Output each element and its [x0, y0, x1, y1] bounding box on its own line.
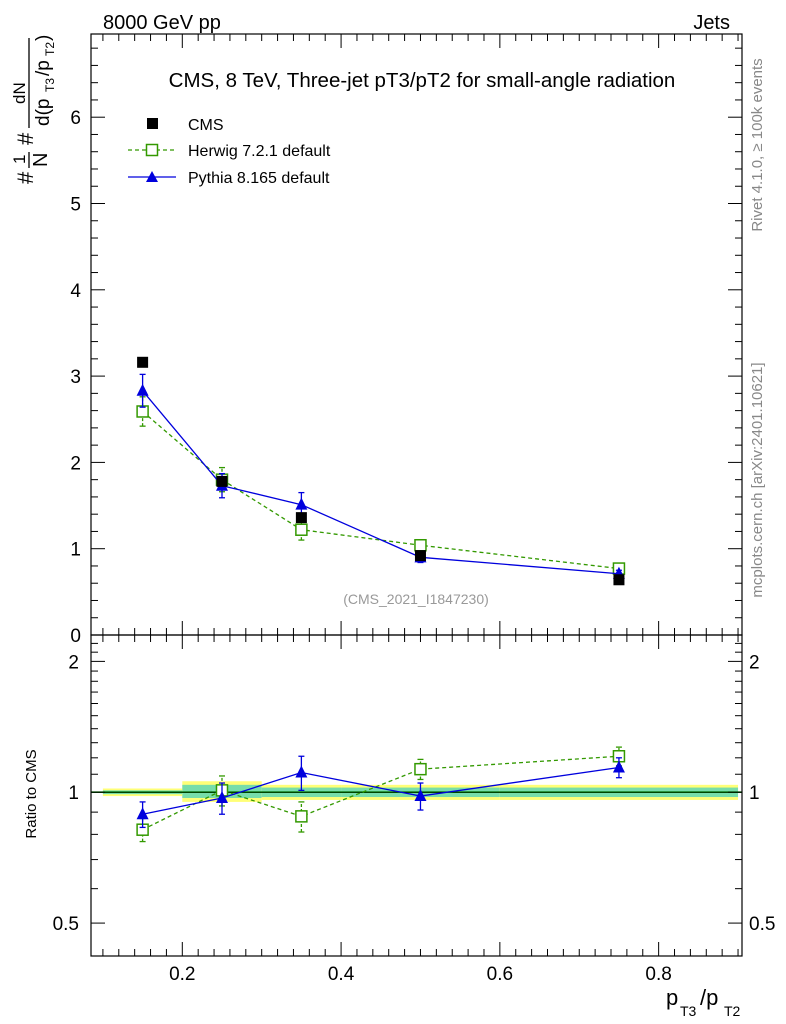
- ylabel-one: 1: [10, 155, 29, 164]
- main-data-point: [295, 497, 308, 510]
- main-y-tick-label: 6: [70, 108, 81, 129]
- ratio-y-tick-label: 0.5: [53, 914, 79, 935]
- mcplots-credit-label: mcplots.cern.ch [arXiv:2401.10621]: [749, 362, 766, 597]
- ylabel-hash-2: #: [13, 132, 38, 145]
- main-data-point: [414, 538, 427, 552]
- ratio-y-tick-label: 1: [68, 783, 79, 804]
- ylabel-slash-p: /p: [33, 60, 54, 76]
- xlabel-p: p: [666, 985, 678, 1010]
- x-tick-label: 0.6: [487, 964, 513, 985]
- main-y-tick-label: 3: [70, 367, 81, 388]
- xlabel-t3: T3: [680, 1003, 697, 1019]
- main-data-point: [295, 523, 308, 536]
- ratio-panel: 0.5 0.5 1 1 2 2 0.2 0.4 0.6 0.8 Ratio to CMS p T3…: [23, 634, 775, 1019]
- main-series-layer: [136, 356, 626, 586]
- main-y-tick-label: 4: [70, 281, 81, 302]
- x-tick-label: 0.8: [645, 964, 671, 985]
- main-data-point: [137, 356, 149, 368]
- header-category-label: Jets: [693, 12, 730, 34]
- legend-pythia-label: Pythia 8.165 default: [188, 170, 330, 187]
- ylabel-t2: T2: [43, 42, 57, 56]
- ratio-y-tick-label-right: 0.5: [749, 914, 775, 935]
- main-pythia-series: [136, 373, 625, 579]
- x-tick-label: 0.2: [169, 964, 195, 985]
- ratio-y-tick-label-right: 1: [749, 783, 760, 804]
- main-data-point: [414, 550, 426, 562]
- ylabel-dp: d(p: [33, 99, 54, 126]
- x-axis-label: p T3 /p T2: [666, 985, 741, 1019]
- xlabel-slash-p: /p: [700, 985, 718, 1010]
- analysis-id-label: (CMS_2021_I1847230): [343, 591, 489, 607]
- ratio-data-point: [295, 810, 308, 823]
- ratio-series-layer: [136, 746, 626, 843]
- xlabel-t2: T2: [724, 1003, 741, 1019]
- ylabel-t3: T3: [43, 78, 57, 92]
- legend-cms-label: CMS: [188, 117, 224, 134]
- ratio-data-point: [295, 765, 308, 778]
- main-y-tick-label: 2: [70, 453, 81, 474]
- ylabel-close-paren: ): [33, 35, 54, 41]
- main-y-tick-label: 5: [70, 195, 81, 216]
- x-tick-label: 0.4: [328, 964, 355, 985]
- legend-herwig-marker: [145, 143, 159, 157]
- main-data-point: [295, 512, 307, 524]
- ylabel-dn: dN: [10, 82, 29, 104]
- legend: CMS Herwig 7.2.1 default Pythia 8.165 de…: [128, 117, 331, 187]
- ylabel-n: N: [30, 153, 52, 167]
- ylabel-hash-1: #: [13, 171, 38, 184]
- header-energy-label: 8000 GeV pp: [103, 12, 221, 34]
- main-series-line: [142, 390, 619, 575]
- main-cms-series: [137, 356, 625, 586]
- legend-cms-marker: [147, 118, 158, 129]
- ratio-y-tick-label: 2: [68, 652, 79, 673]
- main-series-line: [142, 410, 620, 570]
- main-y-tick-label: 0: [70, 626, 81, 647]
- ratio-frame: [90, 634, 743, 957]
- main-y-tick-label: 1: [70, 540, 81, 561]
- main-data-point: [216, 475, 228, 487]
- ratio-data-point: [414, 762, 427, 776]
- ratio-y-axis-label: Ratio to CMS: [23, 749, 40, 838]
- chart-title: CMS, 8 TeV, Three-jet pT3/pT2 for small-…: [169, 69, 676, 92]
- ratio-data-point: [612, 760, 625, 773]
- main-data-point: [613, 574, 625, 586]
- rivet-version-label: Rivet 4.1.0, ≥ 100k events: [749, 58, 766, 231]
- legend-herwig-label: Herwig 7.2.1 default: [188, 143, 331, 160]
- ratio-axis-ticks: 0.5 0.5 1 1 2 2 0.2 0.4 0.6 0.8: [53, 635, 775, 985]
- main-y-axis-label: # 1 N # dN d(p T3 /p T2 ): [10, 35, 57, 184]
- ratio-pythia-series: [136, 755, 625, 829]
- legend-pythia-marker: [146, 171, 158, 182]
- main-axis-ticks: 0 1 2 3 4 5 6: [70, 34, 742, 647]
- ratio-data-point: [136, 807, 149, 820]
- ratio-y-tick-label-right: 2: [749, 652, 760, 673]
- main-panel: 0 1 2 3 4 5 6 CMS, 8 TeV, Three-jet pT3/pT2 fo…: [10, 33, 743, 647]
- main-data-point: [136, 383, 149, 396]
- ratio-data-point: [414, 789, 427, 802]
- ratio-data-point: [215, 790, 228, 803]
- main-herwig-series: [136, 396, 626, 575]
